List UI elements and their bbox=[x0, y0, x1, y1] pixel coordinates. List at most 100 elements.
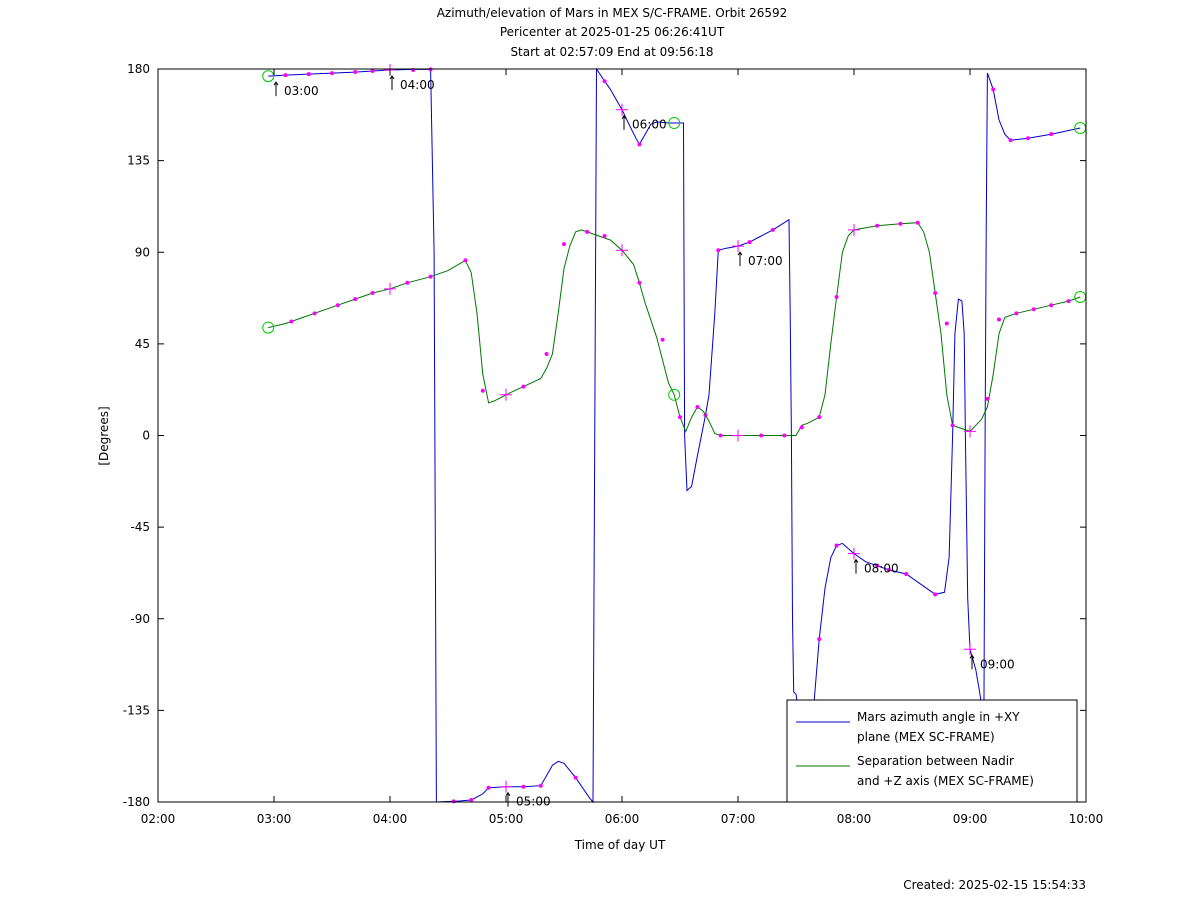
plot-frame bbox=[157, 68, 1087, 803]
data-point bbox=[486, 785, 491, 790]
x-tick-label: 07:00 bbox=[721, 812, 756, 826]
data-point bbox=[573, 775, 578, 780]
event-circle bbox=[262, 70, 275, 83]
data-point bbox=[695, 404, 700, 409]
data-point bbox=[353, 297, 358, 302]
data-point bbox=[678, 415, 682, 420]
data-point bbox=[834, 295, 839, 300]
time-annotation-arrow bbox=[853, 558, 859, 574]
x-tick-label: 02:00 bbox=[141, 812, 176, 826]
hour-marker bbox=[616, 244, 628, 257]
title-line-1: Azimuth/elevation of Mars in MEX S/C-FRA… bbox=[437, 6, 788, 20]
x-tick-label: 09:00 bbox=[953, 812, 988, 826]
data-point bbox=[521, 784, 526, 789]
time-annotation-label: 09:00 bbox=[980, 657, 1015, 671]
data-point bbox=[915, 220, 920, 225]
data-point bbox=[463, 258, 468, 263]
data-point bbox=[1049, 132, 1054, 137]
y-tick-label: -45 bbox=[130, 520, 150, 534]
data-point bbox=[306, 72, 311, 77]
event-circle bbox=[668, 388, 681, 401]
data-point bbox=[944, 321, 949, 326]
data-point bbox=[817, 637, 822, 642]
hour-marker bbox=[732, 240, 744, 253]
data-point bbox=[428, 274, 433, 279]
hour-marker bbox=[732, 429, 744, 442]
data-point bbox=[370, 69, 375, 74]
data-point bbox=[985, 396, 990, 401]
x-tick-label: 05:00 bbox=[489, 812, 524, 826]
data-point bbox=[521, 384, 526, 389]
data-point bbox=[370, 290, 375, 295]
hour-marker bbox=[384, 282, 396, 295]
data-point bbox=[602, 79, 607, 84]
created-timestamp: Created: 2025-02-15 15:54:33 bbox=[903, 878, 1086, 892]
data-point bbox=[330, 71, 334, 76]
time-annotation-arrow bbox=[505, 791, 511, 807]
data-point bbox=[1026, 136, 1030, 141]
x-tick-label: 08:00 bbox=[837, 812, 872, 826]
y-tick-label: 90 bbox=[135, 245, 150, 259]
data-point bbox=[562, 242, 566, 247]
data-point bbox=[834, 543, 839, 548]
data-point bbox=[898, 221, 903, 226]
data-point bbox=[997, 317, 1001, 322]
legend: Mars azimuth angle in +XY plane (MEX SC-F… bbox=[786, 699, 1078, 803]
data-point bbox=[312, 311, 317, 316]
data-point bbox=[716, 248, 721, 253]
time-annotation-arrow bbox=[621, 114, 627, 130]
data-point bbox=[283, 73, 288, 78]
data-point bbox=[637, 142, 642, 147]
data-point bbox=[886, 567, 891, 572]
hour-marker bbox=[848, 223, 860, 236]
hour-marker bbox=[848, 547, 860, 560]
data-point bbox=[933, 592, 938, 597]
y-tick-label: -135 bbox=[123, 703, 150, 717]
hour-marker bbox=[964, 643, 976, 656]
data-point bbox=[718, 433, 723, 438]
data-point bbox=[950, 423, 955, 428]
data-point bbox=[782, 433, 787, 438]
data-point bbox=[1031, 307, 1036, 312]
title-line-2: Pericenter at 2025-01-25 06:26:41UT bbox=[500, 25, 725, 39]
time-annotation-arrow bbox=[389, 75, 395, 91]
hour-marker bbox=[500, 388, 512, 401]
time-annotation-label: 03:00 bbox=[284, 84, 319, 98]
data-point bbox=[335, 303, 340, 308]
data-point bbox=[817, 415, 822, 420]
data-point bbox=[875, 563, 880, 568]
data-point bbox=[875, 223, 880, 228]
data-point bbox=[904, 571, 909, 576]
time-annotation-arrow bbox=[273, 81, 279, 97]
data-point bbox=[759, 433, 764, 438]
data-point bbox=[799, 425, 804, 430]
x-tick-label: 03:00 bbox=[257, 812, 292, 826]
y-axis-label: [Degrees] bbox=[97, 406, 111, 465]
series-line-0 bbox=[268, 67, 1081, 804]
y-tick-label: 135 bbox=[127, 154, 150, 168]
data-point bbox=[1008, 138, 1013, 143]
axes-layer: 02:00 03:00 04:00 05:00 06:00 07:00 08:00 09:00… bbox=[123, 62, 1104, 826]
data-point bbox=[544, 352, 549, 357]
data-point bbox=[991, 87, 996, 92]
data-point bbox=[747, 240, 752, 245]
event-circle bbox=[668, 116, 681, 129]
chart-title: Azimuth/elevation of Mars in MEX S/C-FRA… bbox=[437, 6, 788, 59]
data-point bbox=[602, 233, 607, 238]
y-tick-label: -90 bbox=[130, 612, 150, 626]
y-tick-label: 45 bbox=[135, 337, 150, 351]
series-line-1 bbox=[268, 222, 1081, 436]
event-circle bbox=[262, 321, 275, 334]
data-point bbox=[585, 229, 590, 234]
time-annotation-arrow bbox=[969, 654, 975, 670]
data-point bbox=[289, 319, 294, 324]
time-annotation-label: 05:00 bbox=[516, 795, 551, 809]
data-point bbox=[1066, 299, 1071, 304]
data-point bbox=[637, 280, 642, 285]
x-tick-label: 04:00 bbox=[373, 812, 408, 826]
series-layer bbox=[262, 64, 1087, 804]
hour-marker bbox=[500, 780, 512, 793]
data-point bbox=[480, 388, 485, 393]
legend-box bbox=[786, 699, 1078, 803]
